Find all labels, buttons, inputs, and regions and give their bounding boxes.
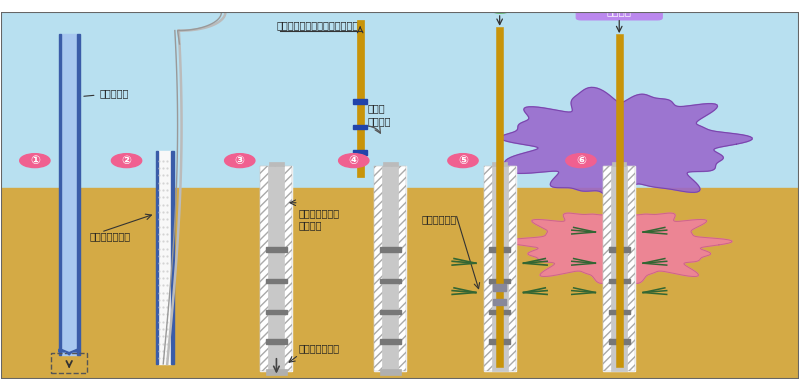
Circle shape <box>225 154 255 168</box>
Bar <box>58 34 61 355</box>
Bar <box>383 162 398 166</box>
Text: インジェクションパイプ（内管）: インジェクションパイプ（内管） <box>277 20 365 30</box>
Bar <box>382 166 398 370</box>
Bar <box>158 152 171 364</box>
Bar <box>494 284 506 291</box>
Circle shape <box>566 154 596 168</box>
Bar <box>603 166 635 370</box>
Text: ③: ③ <box>234 154 245 167</box>
Bar <box>616 34 623 367</box>
Bar <box>261 166 292 370</box>
Bar <box>490 279 510 283</box>
Bar <box>609 339 630 344</box>
Bar <box>374 166 406 370</box>
Bar <box>156 152 158 364</box>
Circle shape <box>448 154 478 168</box>
Text: ②: ② <box>122 154 131 167</box>
Bar <box>354 125 367 130</box>
Bar <box>266 279 286 283</box>
Bar <box>380 310 401 315</box>
Circle shape <box>20 154 50 168</box>
Bar <box>494 299 506 306</box>
Bar <box>496 27 503 367</box>
Bar <box>484 166 515 370</box>
Text: クラッキング: クラッキング <box>422 214 457 224</box>
Bar <box>609 279 630 283</box>
Bar <box>492 166 508 370</box>
Bar <box>612 162 626 166</box>
Bar <box>380 339 401 344</box>
Bar <box>380 247 401 252</box>
Bar <box>354 150 367 155</box>
Bar <box>171 152 174 364</box>
Circle shape <box>111 154 142 168</box>
Bar <box>380 279 401 283</box>
Bar <box>2 12 798 188</box>
Bar <box>77 34 79 355</box>
Text: シールグラウト: シールグラウト <box>89 231 130 241</box>
Bar <box>493 162 507 166</box>
Text: ⑤: ⑤ <box>458 154 468 167</box>
Bar <box>611 166 627 370</box>
Bar <box>380 369 401 375</box>
Polygon shape <box>506 202 732 283</box>
Bar <box>261 166 292 370</box>
Polygon shape <box>58 349 79 355</box>
Bar <box>266 369 286 375</box>
Bar <box>61 34 77 355</box>
Text: グラウト: グラウト <box>606 6 632 16</box>
Bar <box>270 162 284 166</box>
Bar <box>490 339 510 344</box>
Bar <box>490 310 510 315</box>
Bar <box>609 247 630 252</box>
Text: 水: 水 <box>498 0 503 10</box>
Text: ④: ④ <box>349 154 358 167</box>
Bar <box>266 339 286 344</box>
Bar <box>2 188 798 378</box>
Text: ⑥: ⑥ <box>576 154 586 167</box>
Text: ケーシング: ケーシング <box>84 89 129 98</box>
Bar <box>266 310 286 315</box>
Bar <box>484 166 515 370</box>
FancyBboxPatch shape <box>576 3 662 20</box>
Bar <box>490 247 510 252</box>
Bar <box>374 166 406 370</box>
Text: ダブル
パッカー: ダブル パッカー <box>368 104 391 126</box>
Circle shape <box>338 154 369 168</box>
Bar <box>51 353 87 373</box>
Bar <box>603 166 635 370</box>
Text: パイプキャップ: パイプキャップ <box>298 343 340 353</box>
Polygon shape <box>500 87 752 201</box>
Bar <box>609 310 630 315</box>
Bar <box>354 99 367 104</box>
Bar <box>357 19 364 177</box>
Bar <box>269 166 285 370</box>
Text: ①: ① <box>30 154 40 167</box>
Bar <box>266 247 286 252</box>
Text: スリーブパイプ
（外管）: スリーブパイプ （外管） <box>298 208 340 231</box>
Circle shape <box>483 0 518 13</box>
